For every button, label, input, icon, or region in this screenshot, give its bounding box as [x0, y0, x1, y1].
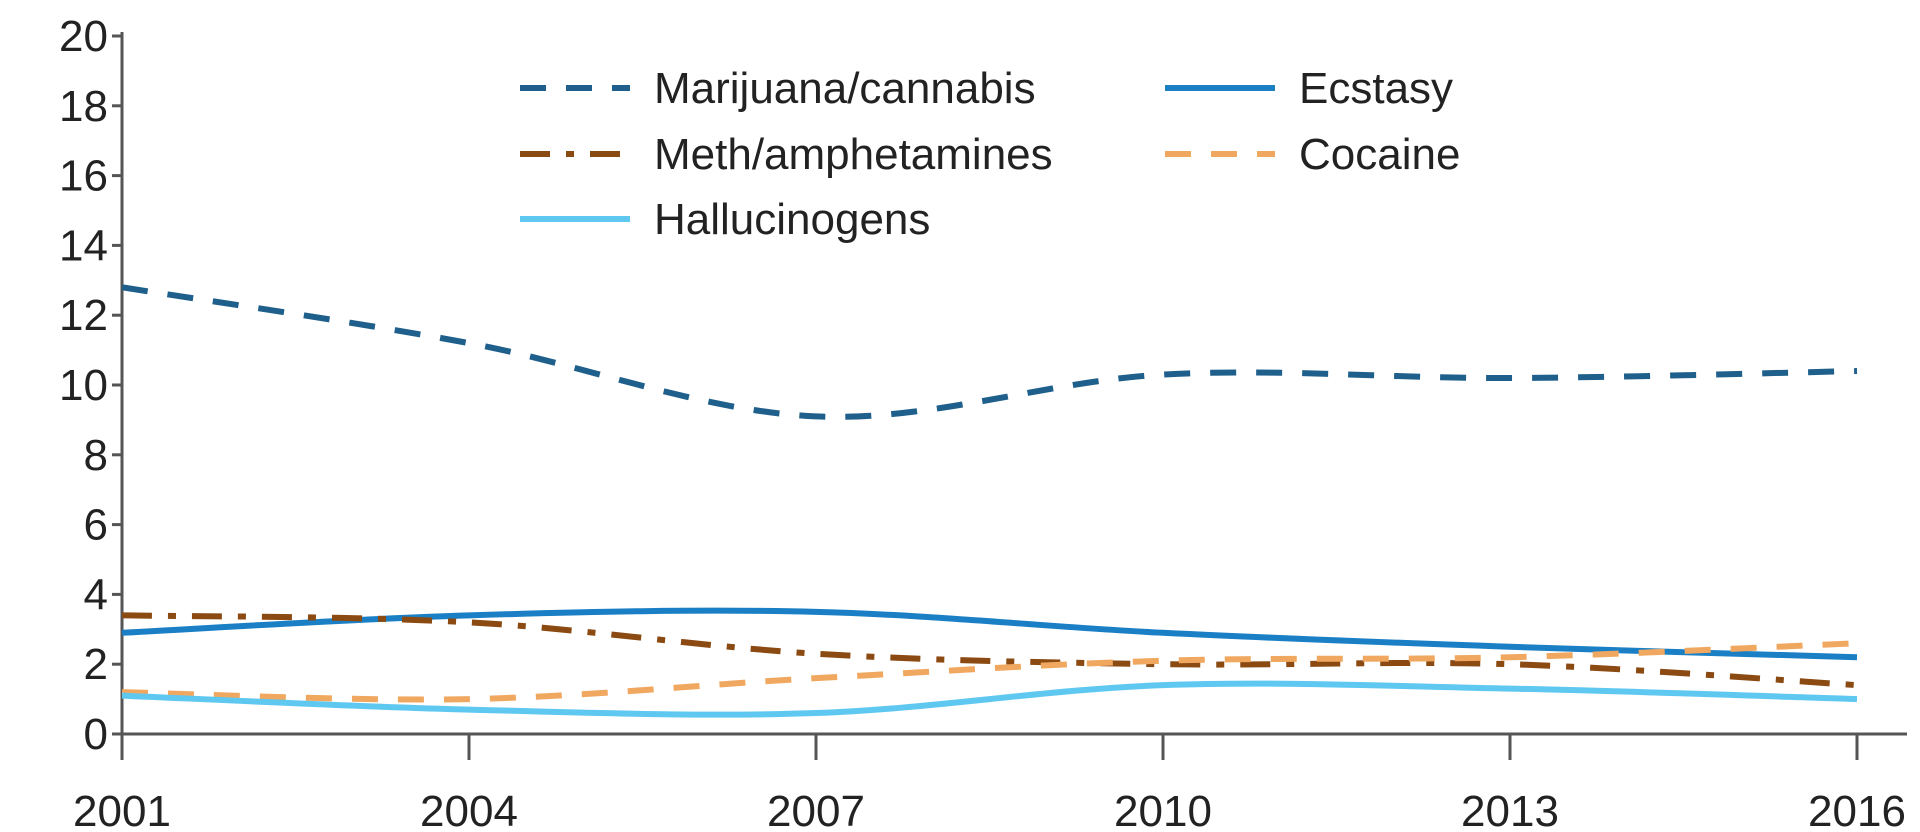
y-tick-label: 20: [59, 12, 108, 61]
y-tick-label: 2: [84, 640, 108, 689]
x-tick-label: 2007: [767, 787, 865, 832]
y-tick-label: 8: [84, 431, 108, 480]
legend-label-cocaine: Cocaine: [1299, 130, 1460, 179]
axes: 0 2 4 6 8 10 12 14 16 18 20 2001 2004 2007 2010 2013 201…: [59, 12, 1907, 832]
legend-label-marijuana-cannabis: Marijuana/cannabis: [654, 64, 1036, 113]
x-tick-label: 2010: [1114, 787, 1212, 832]
x-tick-label: 2004: [420, 787, 518, 832]
y-tick-label: 14: [59, 221, 108, 270]
y-tick-label: 10: [59, 361, 108, 410]
series-line-ecstasy: [121, 607, 1858, 661]
y-tick-label: 18: [59, 82, 108, 131]
y-tick-label: 16: [59, 152, 108, 201]
x-tick-label: 2013: [1461, 787, 1559, 832]
y-tick-label: 0: [84, 710, 108, 759]
x-tick-label: 2001: [73, 787, 171, 832]
y-tick-label: 4: [84, 570, 108, 619]
series-line-cocaine: [121, 640, 1858, 703]
series-line-marijuana-cannabis: [121, 284, 1858, 420]
series-line-meth-amphetamines: [121, 612, 1858, 689]
y-tick-label: 12: [59, 291, 108, 340]
legend-label-hallucinogens: Hallucinogens: [654, 195, 930, 244]
series-line-hallucinogens: [121, 680, 1858, 718]
legend: Marijuana/cannabis Ecstasy Meth/amphetamin…: [520, 64, 1460, 244]
y-tick-label: 6: [84, 501, 108, 550]
x-tick-label: 2016: [1808, 787, 1906, 832]
legend-label-meth-amphetamines: Meth/amphetamines: [654, 130, 1053, 179]
series-lines: [121, 284, 1858, 718]
legend-label-ecstasy: Ecstasy: [1299, 64, 1453, 113]
